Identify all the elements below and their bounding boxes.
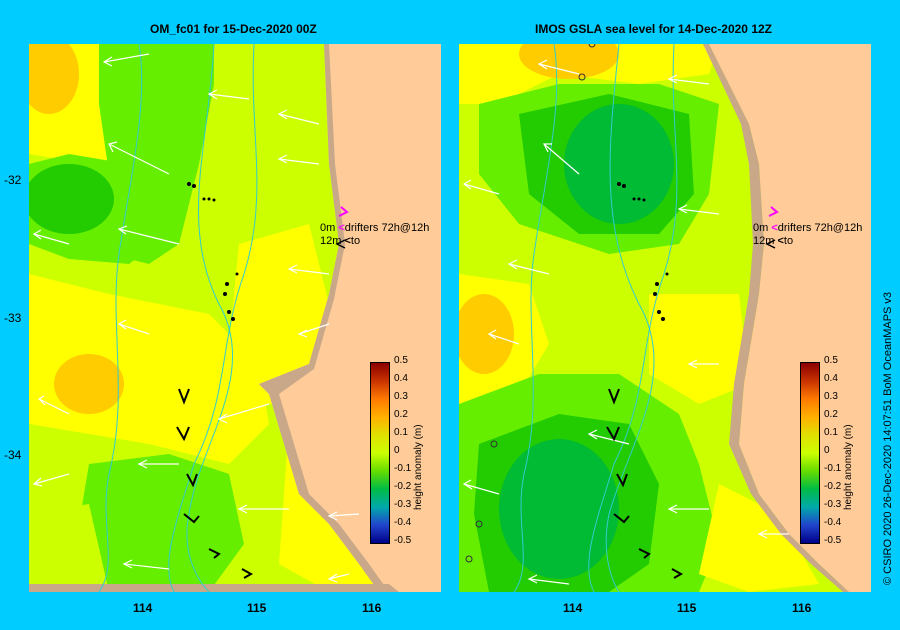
colorbar-tick-label: -0.1 (394, 463, 412, 474)
y-tick-label: -33 (4, 311, 22, 325)
colorbar-tick-label: 0 (394, 445, 400, 456)
colorbar-tick-label: 0.5 (394, 355, 408, 366)
right-panel-title: IMOS GSLA sea level for 14-Dec-2020 12Z (535, 22, 772, 36)
right-map-canvas (459, 44, 871, 592)
left-panel-title: OM_fc01 for 15-Dec-2020 00Z (150, 22, 317, 36)
colorbar-tick-label: 0.3 (394, 391, 408, 402)
colorbar-tick-label: -0.4 (824, 517, 842, 528)
magenta-arrow-icon: < (771, 222, 778, 234)
colorbar-tick-label: -0.5 (824, 535, 842, 546)
right-colorbar: 0.5 0.4 0.3 0.2 0.1 0 -0.1 -0.2 -0.3 -0.4 -0.5 (800, 355, 854, 547)
colorbar-tick-label: -0.3 (824, 499, 842, 510)
drifter-label: drifters 72h@12h (344, 222, 430, 234)
drifter-depth-0m: 0m (320, 222, 336, 234)
colorbar-tick-label: -0.4 (394, 517, 412, 528)
x-tick-label: 114 (133, 601, 153, 615)
magenta-arrow-icon: < (338, 222, 345, 234)
colorbar-tick-label: -0.1 (824, 463, 842, 474)
colorbar-tick-label: 0.3 (824, 391, 838, 402)
left-map-canvas (29, 44, 441, 592)
left-colorbar-label: height anomaly (m) (413, 424, 424, 510)
x-tick-label: 115 (677, 601, 697, 615)
colorbar-tick-label: 0.2 (824, 409, 838, 420)
left-drifter-legend: 0m <drifters 72h@12h 12m <to (320, 222, 429, 248)
drifter-to-label: to (783, 235, 794, 247)
colorbar-tick-label: 0.1 (394, 427, 408, 438)
black-arrow-icon: < (777, 235, 784, 247)
drifter-depth-12m: 12m (320, 235, 342, 247)
x-tick-label: 116 (792, 601, 812, 615)
y-tick-label: -32 (4, 173, 22, 187)
colorbar-tick-label: 0.4 (394, 373, 408, 384)
colorbar-tick-label: 0.1 (824, 427, 838, 438)
black-arrow-icon: < (344, 235, 351, 247)
colorbar-tick-label: -0.2 (394, 481, 412, 492)
colorbar-tick-label: -0.5 (394, 535, 412, 546)
credit-text: © CSIRO 2020 26-Dec-2020 14:07:51 BoM Oc… (882, 291, 894, 585)
drifter-to-label: to (350, 235, 361, 247)
drifter-depth-0m: 0m (753, 222, 769, 234)
right-map[interactable] (459, 44, 871, 592)
left-colorbar: 0.5 0.4 0.3 0.2 0.1 0 -0.1 -0.2 -0.3 -0.4 -0.5 (370, 355, 424, 547)
colorbar-gradient (370, 362, 390, 544)
left-map[interactable] (29, 44, 441, 592)
drifter-depth-12m: 12m (753, 235, 775, 247)
colorbar-tick-label: 0.4 (824, 373, 838, 384)
right-drifter-legend: 0m <drifters 72h@12h 12m <to (753, 222, 862, 248)
colorbar-tick-label: 0 (824, 445, 830, 456)
x-tick-label: 116 (362, 601, 382, 615)
colorbar-tick-label: 0.2 (394, 409, 408, 420)
colorbar-tick-label: 0.5 (824, 355, 838, 366)
colorbar-tick-label: -0.3 (394, 499, 412, 510)
right-colorbar-label: height anomaly (m) (843, 424, 854, 510)
x-tick-label: 114 (563, 601, 583, 615)
drifter-label: drifters 72h@12h (777, 222, 863, 234)
x-tick-label: 115 (247, 601, 267, 615)
colorbar-gradient (800, 362, 820, 544)
colorbar-tick-label: -0.2 (824, 481, 842, 492)
y-tick-label: -34 (4, 448, 22, 462)
